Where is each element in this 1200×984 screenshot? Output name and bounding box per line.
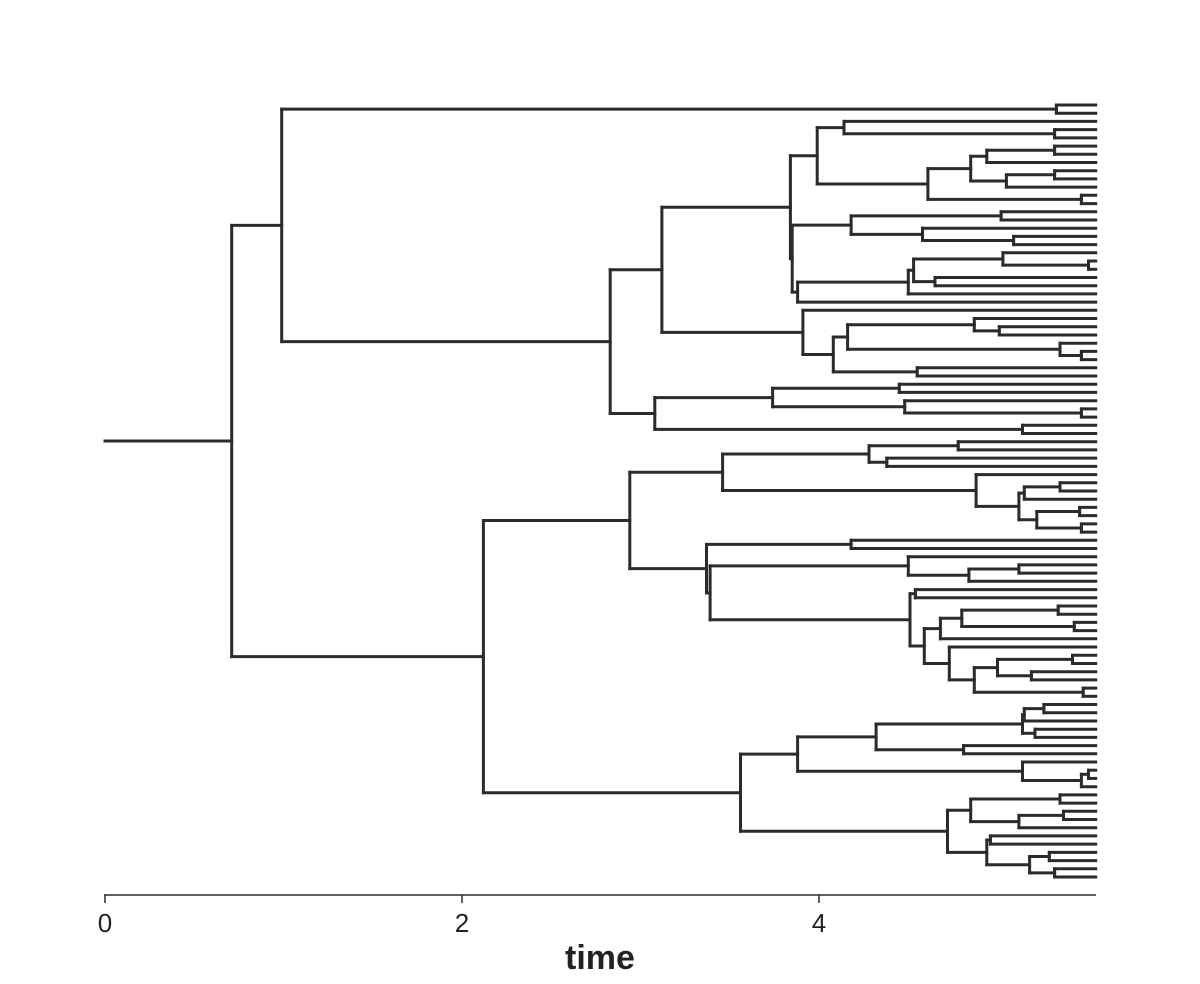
x-tick-label-0: 0 — [98, 908, 112, 938]
x-tick-label-2: 2 — [455, 908, 469, 938]
x-axis: 0 2 4 time — [98, 894, 1096, 977]
x-axis-title: time — [565, 939, 635, 977]
tree-branches — [103, 103, 1098, 879]
x-tick-label-4: 4 — [812, 908, 826, 938]
